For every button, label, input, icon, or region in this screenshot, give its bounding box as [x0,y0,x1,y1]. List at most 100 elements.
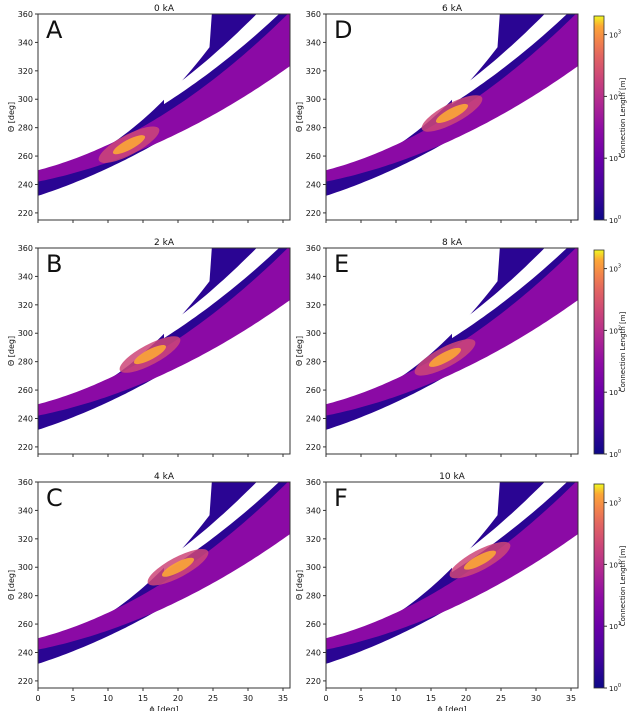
x-tick-label: 0 [323,694,328,703]
plot-area [38,248,290,430]
x-tick-label: 5 [70,694,75,703]
panel-e: 220 240 260 280 300 320 340 360 8 kA E Θ [deg] [295,238,579,457]
y-tick-label: 280 [18,358,33,367]
panel-title: 6 kA [442,4,463,14]
colorbar-tick-exponent: 3 [618,498,621,504]
plot-area [326,248,578,430]
y-tick-label: 360 [18,478,33,487]
y-axis-label: Θ [deg] [295,570,304,600]
axes-frame [37,247,291,455]
hot-core [112,135,146,155]
colorbar-tick-label: 101 [609,387,621,397]
y-tick-label: 300 [306,563,321,572]
x-axis-label: ϕ [deg] [149,705,178,711]
colorbar-tick-exponent: 2 [618,325,621,331]
x-tick-label: 15 [138,694,148,703]
y-tick-label: 280 [306,124,321,133]
y-tick-label: 340 [18,38,33,47]
panel-title: 4 kA [154,472,175,482]
inner-band [38,482,290,650]
y-tick-label: 300 [18,95,33,104]
y-tick-label: 280 [18,592,33,601]
panel-title: 8 kA [442,238,463,248]
y-tick-label: 340 [306,38,321,47]
y-tick-label: 220 [18,677,33,686]
y-tick-label: 220 [306,443,321,452]
y-tick-label: 240 [306,648,321,657]
x-tick-label: 15 [426,694,436,703]
plot-area [38,14,290,196]
colorbar-tick-exponent: 1 [618,621,621,627]
y-tick-label: 300 [18,563,33,572]
y-tick-label: 300 [306,95,321,104]
outer-band [326,248,578,430]
colorbar-tick-label: 101 [609,153,621,163]
y-tick-label: 240 [306,180,321,189]
y-tick-label: 220 [306,677,321,686]
colorbar-tick-label: 100 [609,215,621,225]
y-tick-label: 300 [306,329,321,338]
y-tick-label: 360 [18,244,33,253]
y-tick-label: 320 [18,535,33,544]
colorbar-tick-label: 103 [609,498,621,508]
y-tick-label: 340 [18,272,33,281]
y-tick-label: 220 [18,209,33,218]
hot-core [435,103,469,123]
x-tick-label: 5 [358,694,363,703]
colorbar-tick-exponent: 2 [618,91,621,97]
panel-d: 220 240 260 280 300 320 340 360 6 kA D Θ [deg] [295,4,579,223]
y-tick-label: 360 [18,10,33,19]
x-tick-label: 20 [173,694,183,703]
panel-title: 2 kA [154,238,175,248]
axes-frame [325,13,579,221]
plot-area [326,14,578,196]
y-tick-label: 300 [18,329,33,338]
colorbar-tick-label: 101 [609,621,621,631]
y-axis-label: Θ [deg] [295,102,304,132]
y-tick-label: 340 [18,506,33,515]
inner-band [38,248,290,416]
x-tick-label: 30 [243,694,253,703]
colorbar-tick-exponent: 0 [618,449,621,455]
colorbar-tick-label: 103 [609,264,621,274]
y-tick-label: 260 [306,152,321,161]
panel-letter: E [334,250,349,278]
plot-area [326,482,578,664]
y-tick-label: 280 [306,358,321,367]
panel-a: 220 240 260 280 300 320 340 360 0 kA A Θ [deg] [7,4,291,223]
panel-letter: B [46,250,62,278]
panel-letter: F [334,484,348,512]
plot-area [38,482,290,664]
y-tick-label: 360 [306,244,321,253]
inner-band [38,14,290,182]
x-tick-label: 25 [208,694,218,703]
axes-frame [325,481,579,689]
colorbar-label: Connection Length [m] [619,311,627,392]
inner-band [326,482,578,650]
colorbar-tick-label: 100 [609,449,621,459]
colorbar-tick-label: 102 [609,91,621,101]
colorbar-tick-exponent: 3 [618,30,621,36]
y-tick-label: 260 [18,386,33,395]
y-tick-label: 320 [18,67,33,76]
y-tick-label: 260 [306,386,321,395]
y-tick-label: 360 [306,478,321,487]
y-axis-label: Θ [deg] [7,336,16,366]
y-tick-label: 220 [306,209,321,218]
inner-band [326,14,578,182]
panel-f: 220 240 260 280 300 320 340 360 0 5 10 15 20 25 30 35 10… [295,472,579,711]
y-axis-label: Θ [deg] [7,102,16,132]
colorbar-label: Connection Length [m] [619,77,627,158]
x-tick-label: 10 [391,694,401,703]
y-tick-label: 260 [18,620,33,629]
y-tick-label: 240 [306,414,321,423]
colorbar-tick-exponent: 3 [618,264,621,270]
panel-letter: A [46,16,63,44]
hot-core [428,347,462,367]
y-tick-label: 240 [18,414,33,423]
colorbar-tick-exponent: 0 [618,215,621,221]
